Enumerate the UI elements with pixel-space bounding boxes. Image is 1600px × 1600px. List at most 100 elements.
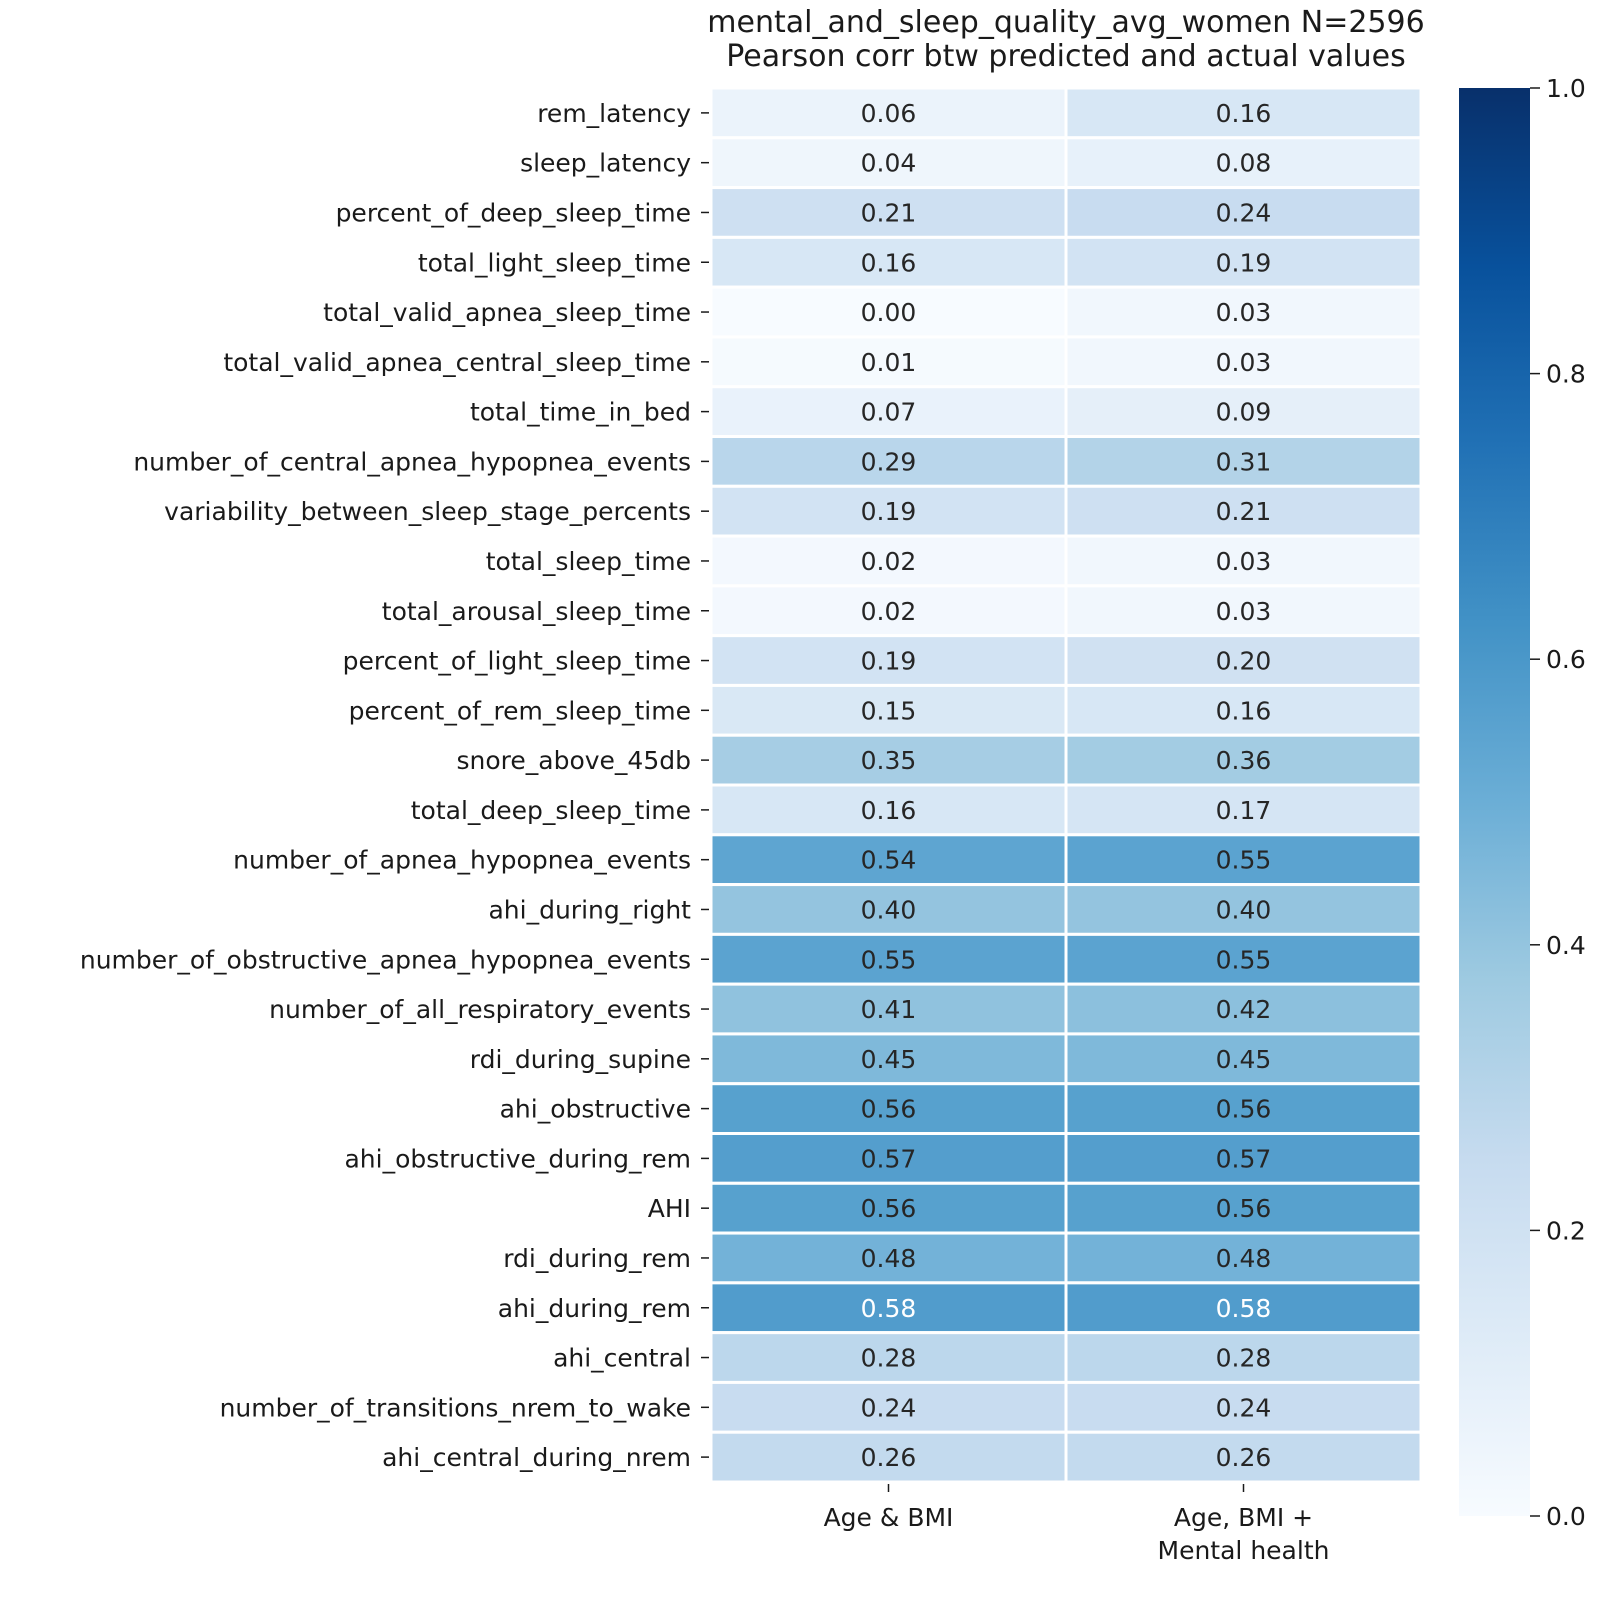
row-label: ahi_during_right — [488, 895, 691, 924]
chart-title-line: mental_and_sleep_quality_avg_women N=259… — [707, 5, 1424, 40]
cell-value-label: 0.45 — [861, 1045, 917, 1074]
colorbar-tick-label: 0.0 — [1546, 1502, 1586, 1531]
cell-value-label: 0.31 — [1216, 447, 1272, 476]
heatmap-cell — [709, 1231, 1068, 1285]
chart-title: mental_and_sleep_quality_avg_women N=259… — [707, 5, 1424, 74]
heatmap-cell — [709, 1430, 1068, 1484]
heatmap-cell — [1064, 534, 1423, 588]
cell-value-label: 0.40 — [861, 895, 917, 924]
cell-value-label: 0.48 — [861, 1244, 917, 1273]
cell-value-label: 0.20 — [1216, 647, 1272, 676]
chart-title-line: Pearson corr btw predicted and actual va… — [726, 39, 1405, 74]
heatmap-cell — [709, 783, 1068, 837]
heatmap-cell — [1064, 683, 1423, 737]
cell-value-label: 0.24 — [1216, 198, 1272, 227]
cell-value-label: 0.24 — [1216, 1393, 1272, 1422]
row-labels: rem_latency sleep_latency percent_of_deep_… — [80, 99, 709, 1472]
heatmap-cell — [709, 833, 1068, 887]
cell-value-label: 0.16 — [861, 796, 917, 825]
cell-value-label: 0.03 — [1216, 547, 1272, 576]
cell-value-label: 0.02 — [861, 597, 917, 626]
column-labels: Age & BMI Age, BMI + Mental health — [824, 1484, 1330, 1565]
cell-value-label: 0.45 — [1216, 1045, 1272, 1074]
cell-value-label: 0.36 — [1216, 746, 1272, 775]
row-label: percent_of_deep_sleep_time — [336, 198, 691, 227]
cell-value-label: 0.03 — [1216, 348, 1272, 377]
row-label: ahi_during_rem — [498, 1294, 691, 1323]
cell-value-label: 0.29 — [861, 447, 917, 476]
row-label: number_of_all_respiratory_events — [269, 995, 691, 1024]
row-label: total_valid_apnea_sleep_time — [323, 298, 691, 327]
row-label: rdi_during_rem — [503, 1244, 691, 1273]
heatmap-cell — [1064, 335, 1423, 389]
cell-value-label: 0.03 — [1216, 597, 1272, 626]
cell-value-label: 0.04 — [861, 149, 917, 178]
colorbar-tick-label: 0.8 — [1546, 360, 1586, 389]
colorbar-tick-label: 0.2 — [1546, 1216, 1586, 1245]
cell-value-label: 0.17 — [1216, 796, 1272, 825]
colorbar-tick-label: 0.4 — [1546, 931, 1586, 960]
row-label: total_deep_sleep_time — [411, 796, 691, 825]
row-label: number_of_transitions_nrem_to_wake — [220, 1393, 691, 1422]
cell-value-label: 0.07 — [861, 398, 917, 427]
cell-value-label: 0.01 — [861, 348, 917, 377]
heatmap-cell — [709, 484, 1068, 538]
cell-value-label: 0.58 — [1216, 1294, 1272, 1323]
heatmap-cell — [1064, 1430, 1423, 1484]
heatmap-cell — [1064, 783, 1423, 837]
heatmap-cell — [1064, 186, 1423, 239]
cell-value-label: 0.55 — [1216, 846, 1272, 875]
heatmap-cell — [1064, 932, 1423, 986]
heatmap-cell — [1064, 136, 1423, 190]
cell-value-label: 0.28 — [861, 1344, 917, 1373]
cell-value-label: 0.42 — [1216, 995, 1272, 1024]
row-label: percent_of_rem_sleep_time — [349, 696, 691, 725]
cell-value-label: 0.41 — [861, 995, 917, 1024]
cell-value-label: 0.54 — [861, 846, 917, 875]
cell-value-label: 0.16 — [1216, 99, 1272, 128]
cell-value-label: 0.03 — [1216, 298, 1272, 327]
heatmap-cell — [1064, 1181, 1423, 1235]
column-label: Mental health — [1158, 1536, 1330, 1565]
heatmap-cell — [1064, 385, 1423, 439]
heatmap-cell — [1064, 1281, 1423, 1335]
row-label: sleep_latency — [520, 149, 691, 178]
cell-value-label: 0.19 — [861, 497, 917, 526]
cell-value-label: 0.09 — [1216, 398, 1272, 427]
heatmap-cell — [1064, 285, 1423, 339]
row-label: total_valid_apnea_central_sleep_time — [223, 348, 691, 377]
heatmap-cell — [709, 584, 1068, 638]
cell-value-label: 0.16 — [1216, 696, 1272, 725]
cell-value-label: 0.58 — [861, 1294, 917, 1323]
cell-value-label: 0.16 — [861, 248, 917, 277]
cell-value-label: 0.56 — [861, 1194, 917, 1223]
cell-value-label: 0.56 — [861, 1095, 917, 1124]
heatmap-cell — [709, 634, 1068, 687]
cell-value-label: 0.56 — [1216, 1194, 1272, 1223]
cell-value-label: 0.19 — [1216, 248, 1272, 277]
cell-value-label: 0.26 — [861, 1443, 917, 1472]
row-label: ahi_central — [553, 1344, 691, 1373]
heatmap-cell — [1064, 634, 1423, 687]
cell-value-label: 0.19 — [861, 647, 917, 676]
row-label: number_of_obstructive_apnea_hypopnea_eve… — [80, 945, 691, 974]
cell-value-label: 0.57 — [861, 1144, 917, 1173]
heatmap-cell — [709, 982, 1068, 1036]
row-label: snore_above_45db — [457, 746, 692, 775]
heatmap-cell — [1064, 484, 1423, 538]
cell-value-label: 0.15 — [861, 696, 917, 725]
colorbar-tick-label: 0.6 — [1546, 645, 1586, 674]
cell-value-label: 0.21 — [861, 198, 917, 227]
cell-value-label: 0.24 — [861, 1393, 917, 1422]
heatmap-cell — [709, 1331, 1068, 1384]
cell-value-label: 0.57 — [1216, 1144, 1272, 1173]
heatmap-cell — [709, 733, 1068, 787]
cell-value-label: 0.02 — [861, 547, 917, 576]
colorbar-gradient — [1459, 88, 1530, 1516]
cell-value-label: 0.40 — [1216, 895, 1272, 924]
row-label: total_light_sleep_time — [418, 248, 691, 277]
cell-value-label: 0.00 — [861, 298, 917, 327]
heatmap-cell — [1064, 1380, 1423, 1434]
row-label: number_of_central_apnea_hypopnea_events — [133, 447, 691, 476]
